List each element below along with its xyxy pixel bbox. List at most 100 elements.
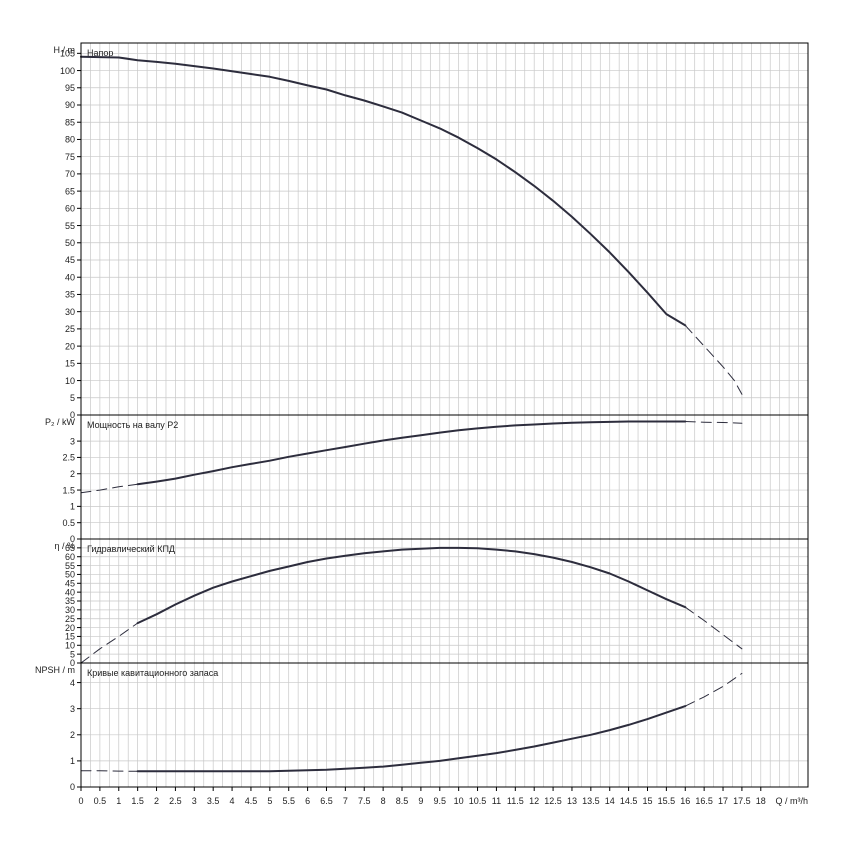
y-tick-label: 50 (65, 570, 75, 580)
x-tick-label: 17 (718, 796, 728, 806)
panel-frame (80, 414, 809, 540)
y-tick-label: 100 (60, 66, 75, 76)
y-tick-label: 15 (65, 632, 75, 642)
y-tick-label: 85 (65, 117, 75, 127)
x-tick-label: 6.5 (320, 796, 333, 806)
panel-head: 0 5 10 15 20 25 30 35 40 45 50 55 60 65 70 75 80 85 90 95 10… (54, 42, 809, 420)
y-tick-label: 15 (65, 359, 75, 369)
y-tick-label: 65 (65, 543, 75, 553)
y-tick-label: 80 (65, 135, 75, 145)
y-axis-label: P₂ / kW (45, 417, 75, 427)
y-tick-label: 0 (70, 658, 75, 668)
x-tick-label: 1 (116, 796, 121, 806)
y-tick-label: 0 (70, 410, 75, 420)
y-tick-label: 30 (65, 605, 75, 615)
curve-solid (136, 705, 687, 773)
x-tick-label: 15.5 (658, 796, 676, 806)
x-axis: 0 0.5 1 1.5 2 2.5 3 3.5 4 4.5 5 5.5 6 6.5 7 7.5 8 8.5 9 9.5… (78, 787, 808, 806)
x-tick-label: 16.5 (695, 796, 713, 806)
x-tick-label: 3.5 (207, 796, 220, 806)
x-tick-label: 7.5 (358, 796, 371, 806)
x-tick-label: 8.5 (396, 796, 409, 806)
y-tick-label: 65 (65, 186, 75, 196)
curve-dashed-end (684, 606, 743, 650)
y-tick-label: 10 (65, 376, 75, 386)
y-tick-label: 0.5 (62, 518, 75, 528)
x-tick-label: 1.5 (131, 796, 144, 806)
curve-dashed-end (684, 421, 743, 424)
x-tick-label: 6 (305, 796, 310, 806)
y-tick-label: 60 (65, 204, 75, 214)
y-tick-label: 4 (70, 678, 75, 688)
x-tick-label: 13.5 (582, 796, 600, 806)
y-tick-label: 35 (65, 290, 75, 300)
y-tick-label: 10 (65, 640, 75, 650)
panel-title: Напор (87, 48, 113, 58)
curve-dashed-start (80, 770, 139, 772)
y-tick-label: 1 (70, 756, 75, 766)
x-tick-label: 10.5 (469, 796, 487, 806)
y-tick-label: 3 (70, 704, 75, 714)
x-tick-label: 0 (78, 796, 83, 806)
panel-npsh: 0 1 2 3 4 NPSH / m Кривые кавитационного запас… (35, 662, 809, 792)
x-tick-label: 9.5 (434, 796, 447, 806)
y-tick-label: 2.5 (62, 453, 75, 463)
y-tick-label: 70 (65, 169, 75, 179)
y-tick-label: 95 (65, 83, 75, 93)
y-tick-label: 1.5 (62, 485, 75, 495)
y-tick-label: 2 (70, 469, 75, 479)
y-tick-label: 55 (65, 561, 75, 571)
x-tick-label: 14 (605, 796, 615, 806)
curve-dashed-end (684, 672, 743, 707)
x-tick-label: 12.5 (544, 796, 562, 806)
x-tick-label: 14.5 (620, 796, 638, 806)
x-tick-label: 11 (492, 796, 501, 806)
y-tick-label: 2 (70, 730, 75, 740)
y-tick-label: 45 (65, 578, 75, 588)
x-tick-label: 5.5 (282, 796, 295, 806)
curve-solid (80, 55, 687, 327)
curve-solid (136, 546, 687, 625)
y-axis-label: η / % (54, 541, 75, 551)
x-tick-label: 7 (343, 796, 348, 806)
x-tick-label: 8 (381, 796, 386, 806)
curve-dashed-start (684, 324, 743, 395)
x-tick-label: 2 (154, 796, 159, 806)
y-tick-label: 90 (65, 100, 75, 110)
y-tick-label: 0 (70, 534, 75, 544)
panel-power: 0 0.5 1 1.5 2 2.5 3 P₂ / kW Мощность на валу P2 (45, 414, 809, 544)
panel-title: Мощность на валу P2 (87, 420, 178, 430)
y-axis-label: NPSH / m (35, 665, 75, 675)
panel-frame (80, 662, 809, 788)
x-tick-label: 16 (680, 796, 690, 806)
x-tick-label: 2.5 (169, 796, 182, 806)
x-tick-label: 17.5 (733, 796, 751, 806)
curve-dashed-start (80, 622, 139, 664)
y-tick-label: 20 (65, 341, 75, 351)
x-tick-label: 3 (192, 796, 197, 806)
y-tick-label: 50 (65, 238, 75, 248)
x-tick-label: 5 (267, 796, 272, 806)
y-tick-label: 25 (65, 614, 75, 624)
y-tick-label: 3 (70, 436, 75, 446)
x-tick-label: 4.5 (245, 796, 258, 806)
y-tick-label: 20 (65, 623, 75, 633)
x-tick-label: 9 (418, 796, 423, 806)
x-tick-label: 12 (529, 796, 539, 806)
y-tick-label: 0 (70, 782, 75, 792)
y-tick-label: 45 (65, 255, 75, 265)
y-tick-label: 30 (65, 307, 75, 317)
y-tick-label: 75 (65, 152, 75, 162)
curve-dashed-start (80, 483, 139, 494)
curve-solid (136, 420, 687, 486)
panel-title: Кривые кавитационного запаса (87, 668, 218, 678)
y-tick-label: 1 (70, 502, 75, 512)
x-tick-label: 15 (642, 796, 652, 806)
panel-title: Гидравлический КПД (87, 544, 175, 554)
y-tick-label: 55 (65, 221, 75, 231)
y-axis-label: H / m (54, 45, 76, 55)
y-tick-label: 5 (70, 393, 75, 403)
